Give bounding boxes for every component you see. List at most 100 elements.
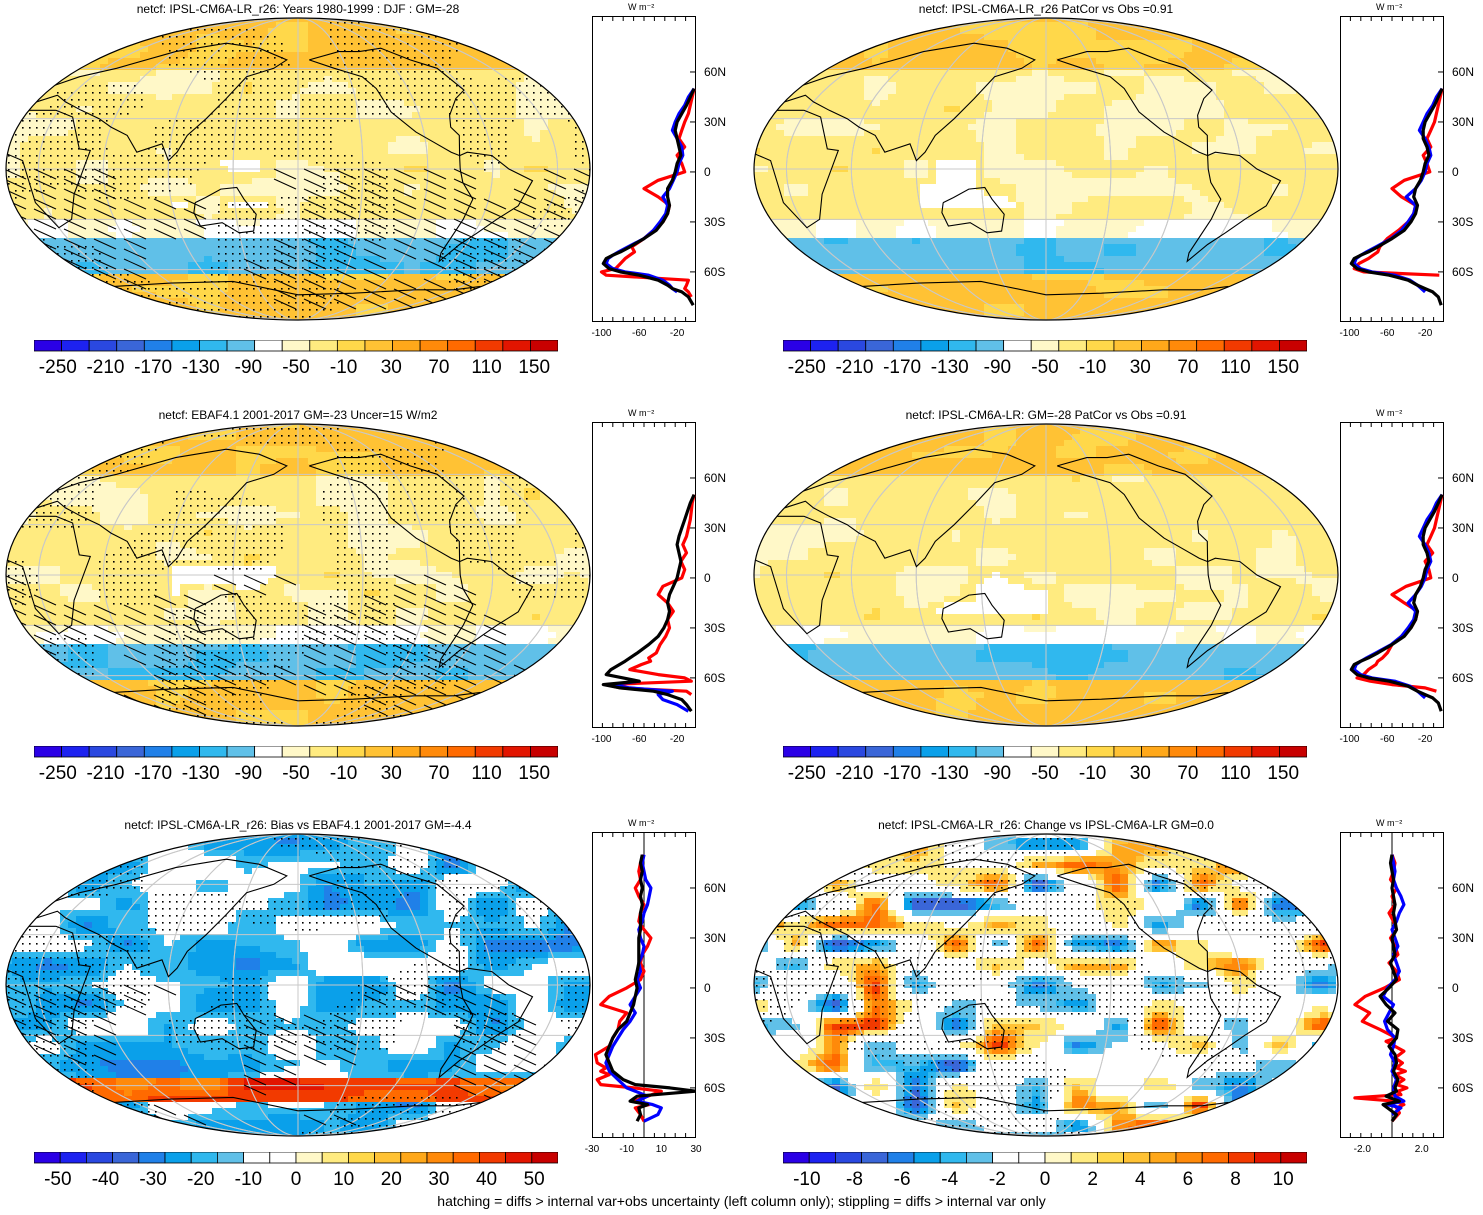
colorbar-box xyxy=(1018,1152,1046,1164)
map-field xyxy=(6,18,590,320)
lat-label: 30S xyxy=(1452,621,1473,635)
colorbar-box xyxy=(1030,340,1060,352)
colorbar-box xyxy=(243,1152,271,1164)
panel-title: netcf: IPSL-CM6A-LR_r26: Change vs IPSL-… xyxy=(746,818,1346,832)
colorbar-box xyxy=(309,746,338,758)
colorbar-label: -210 xyxy=(86,357,124,378)
lat-label: 30N xyxy=(704,931,726,945)
colorbar-label: 150 xyxy=(518,763,550,784)
colorbar-box xyxy=(59,1152,87,1164)
lat-label: 60S xyxy=(1452,671,1473,685)
colorbar-label: 150 xyxy=(518,357,550,378)
colorbar-box xyxy=(502,340,531,352)
colorbar-box xyxy=(1168,746,1198,758)
colorbar-box xyxy=(992,1152,1020,1164)
colorbar-box xyxy=(281,340,311,352)
colorbar-box xyxy=(505,1152,533,1164)
colorbar-label: -50 xyxy=(282,763,309,784)
profile-line-mean xyxy=(1349,87,1444,306)
graticule xyxy=(754,834,1338,1136)
colorbar-label: -10 xyxy=(330,763,357,784)
map-outline xyxy=(753,833,1339,1137)
colorbar-box xyxy=(939,1152,967,1164)
lat-label: 0 xyxy=(1452,981,1459,995)
colorbar-box xyxy=(419,340,449,352)
colorbar-box xyxy=(810,746,839,758)
lat-label: 60N xyxy=(1452,471,1474,485)
colorbar-label: 8 xyxy=(1230,1169,1241,1190)
map-outline xyxy=(753,17,1339,321)
colorbar-label: -170 xyxy=(134,357,172,378)
colorbar-label: 10 xyxy=(333,1169,354,1190)
colorbar-label: 50 xyxy=(524,1169,545,1190)
profile-xtick-label: -20 xyxy=(657,734,697,745)
colorbar-label: 110 xyxy=(471,357,501,378)
colorbar-box xyxy=(1030,746,1060,758)
colorbar-label: 110 xyxy=(471,763,501,784)
colorbar-box xyxy=(138,1152,166,1164)
colorbar: -250 -210 -170 -130 -90 -50 -10 30 70 110 150 xyxy=(34,340,558,378)
colorbar-label: 6 xyxy=(1183,1169,1194,1190)
colorbar-label: -10 xyxy=(793,1169,820,1190)
profile-line-mean xyxy=(1349,493,1444,712)
colorbar-box xyxy=(478,1152,506,1164)
lat-label: 60N xyxy=(704,881,726,895)
colorbar-box xyxy=(865,746,894,758)
colorbar-label: -130 xyxy=(931,357,969,378)
colorbar-box xyxy=(783,746,811,758)
colorbar-label: 30 xyxy=(381,763,402,784)
colorbar-box xyxy=(400,1152,428,1164)
profile-xtick-label: -60 xyxy=(1367,328,1407,339)
colorbar-label: -90 xyxy=(984,357,1011,378)
colorbar-box xyxy=(34,746,62,758)
colorbar-box xyxy=(226,746,256,758)
colorbar-label: -90 xyxy=(984,763,1011,784)
colorbar-label: 110 xyxy=(1220,763,1250,784)
colorbar-box xyxy=(143,340,173,352)
colorbar-box xyxy=(948,746,977,758)
zonal-profile xyxy=(1340,422,1444,728)
colorbar-box xyxy=(1085,340,1115,352)
colorbar-label: 0 xyxy=(291,1169,302,1190)
graticule xyxy=(6,834,590,1136)
colorbar-box xyxy=(1113,340,1142,352)
coastlines xyxy=(6,448,534,702)
colorbar-box xyxy=(269,1152,297,1164)
lat-label: 0 xyxy=(1452,571,1459,585)
graticule xyxy=(6,424,590,726)
colorbar-box xyxy=(861,1152,889,1164)
colorbar-label: -130 xyxy=(182,357,220,378)
profile-xtick-label: 2.0 xyxy=(1402,1144,1442,1155)
colorbar-box xyxy=(1223,340,1253,352)
colorbar-box xyxy=(86,1152,114,1164)
colorbar-label: -8 xyxy=(846,1169,863,1190)
lat-label: 60S xyxy=(704,1081,725,1095)
colorbar-label: 40 xyxy=(476,1169,497,1190)
map-panel xyxy=(753,17,1339,321)
colorbar-box xyxy=(1196,746,1225,758)
colorbar-box xyxy=(88,746,118,758)
panel-title: netcf: IPSL-CM6A-LR_r26: Bias vs EBAF4.1… xyxy=(0,818,598,832)
colorbar-box xyxy=(171,746,200,758)
lat-label: 60N xyxy=(704,65,726,79)
colorbar-label: 2 xyxy=(1087,1169,1098,1190)
map-field xyxy=(754,424,1338,726)
profile-xtick-label: -100 xyxy=(1329,734,1369,745)
profile-unit: W m⁻² xyxy=(1376,408,1402,419)
colorbar-label: 70 xyxy=(1177,763,1198,784)
lat-label: 30N xyxy=(1452,521,1474,535)
colorbar-box xyxy=(1196,340,1225,352)
zonal-profile xyxy=(1340,16,1444,322)
footer-note: hatching = diffs > internal var+obs unce… xyxy=(0,1193,1483,1209)
colorbar-label: 30 xyxy=(1130,357,1151,378)
colorbar-box xyxy=(226,340,256,352)
lat-label: 30N xyxy=(704,521,726,535)
profile-line-mean xyxy=(601,87,696,307)
colorbar-box xyxy=(530,746,558,758)
colorbar-box xyxy=(975,340,1005,352)
colorbar-label: -20 xyxy=(187,1169,214,1190)
colorbar-box xyxy=(892,340,922,352)
lat-label: 30S xyxy=(704,1031,725,1045)
colorbar-label: -170 xyxy=(883,763,921,784)
colorbar-box xyxy=(1280,1152,1307,1164)
